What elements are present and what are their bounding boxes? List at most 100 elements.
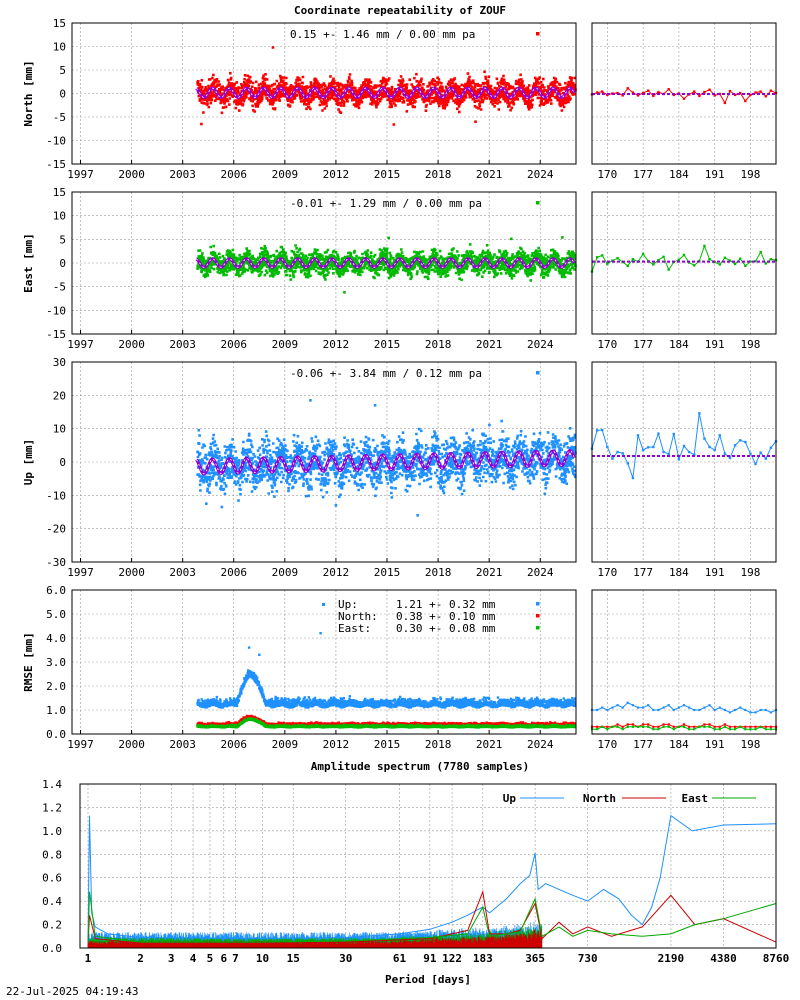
north-zoom-point (764, 95, 767, 98)
east-xtick-label: 2015 (374, 338, 401, 351)
rmse-zoom-east-point (708, 725, 711, 728)
rmse-ytick-label: 4.0 (46, 632, 66, 645)
rmse-ytick-label: 5.0 (46, 608, 66, 621)
up-ytick-label: 30 (53, 356, 66, 369)
up-xtick-label: 2006 (221, 566, 248, 579)
north-zoom-xtick-label: 184 (669, 168, 689, 181)
up-zoom-point (611, 457, 614, 460)
rmse-zoom-east-point (626, 725, 629, 728)
up-xtick-label: 2003 (169, 566, 196, 579)
north-panel: -15 -10 -5 0 5 10 15 1997 2000 2003 2006 2009 2012 20… (22, 17, 778, 181)
rmse-xtick-label: 2024 (527, 738, 554, 751)
east-zoom-point (718, 263, 721, 266)
up-zoom-xtick-label: 177 (633, 566, 653, 579)
east-xtick-label: 2012 (323, 338, 350, 351)
up-ytick-label: 0 (59, 456, 66, 469)
north-zoom-point (733, 93, 737, 97)
spectrum-ytick-label: 1.4 (42, 778, 62, 791)
north-xtick-label: 2015 (374, 168, 401, 181)
east-zoom-point (606, 262, 609, 266)
north-zoom-xtick-label: 198 (741, 168, 761, 181)
up-zoom-point (723, 452, 727, 455)
rmse-zoom-north-point (672, 725, 675, 728)
east-zoom-point (759, 250, 762, 254)
rmse-zoom-up-point (642, 706, 645, 709)
east-outlier-point (561, 236, 564, 239)
up-outlier-point (334, 504, 338, 507)
east-zoom-point (652, 263, 655, 266)
up-zoom-point (698, 412, 701, 415)
north-zoom-point (626, 87, 629, 90)
up-zoom-point (636, 434, 640, 437)
north-zoom-point (759, 90, 762, 93)
north-zoom-point (621, 94, 624, 97)
rmse-zoom-east-point (657, 728, 660, 731)
up-zoom-point (733, 444, 737, 447)
east-zoom-point (703, 244, 706, 248)
east-xtick-label: 2018 (425, 338, 452, 351)
spectrum-legend-label: Up (503, 792, 517, 805)
north-zoom-point (728, 89, 732, 93)
rmse-zoom-east-point (606, 728, 609, 731)
rmse-zoom-up-point (698, 708, 701, 712)
east-zoom-point (616, 257, 619, 260)
up-xtick-label: 2012 (323, 566, 350, 579)
up-ytick-label: 10 (53, 423, 66, 436)
rmse-up-outlier (247, 646, 251, 649)
rmse-xtick-label: 2021 (476, 738, 503, 751)
up-annotation: -0.06 +- 3.84 mm / 0.12 mm pa (290, 367, 482, 380)
rmse-zoom-up-point (688, 706, 691, 709)
east-zoom-point (744, 264, 747, 268)
rmse-zoom-up-point (672, 708, 675, 712)
north-ytick-label: 10 (53, 41, 66, 54)
rmse-legend-marker (536, 626, 540, 630)
north-ylabel: North [mm] (22, 60, 35, 126)
rmse-zoom-east-point (642, 725, 645, 728)
rmse-panel: 0.0 1.0 2.0 3.0 4.0 5.0 6.0 1997 2000 2003 2006 200… (22, 584, 778, 751)
north-zoom-point (703, 90, 706, 94)
rmse-zoom-xtick-label: 198 (741, 738, 761, 751)
rmse-zoom-up-point (626, 701, 629, 704)
rmse-zoom-up-point (718, 706, 721, 709)
east-panel: -15 -10 -5 0 5 10 15 1997 2000 2003 2006 2009 2012 20… (22, 186, 778, 351)
up-zoom-point (764, 457, 767, 460)
north-zoom-point (647, 89, 650, 92)
east-ylabel: East [mm] (22, 233, 35, 293)
rmse-zoom-east-point (739, 725, 742, 728)
north-model-curve-highlight (196, 87, 575, 98)
rmse-zoom-north-point (667, 723, 670, 726)
rmse-legend-value: 1.21 +- 0.32 mm (396, 598, 496, 611)
rmse-zoom-north-point (718, 725, 721, 728)
up-model-curve-highlight (195, 450, 575, 475)
north-zoom-xtick-label: 191 (705, 168, 725, 181)
rmse-zoom-north-point (749, 725, 752, 728)
up-zoom-point (677, 458, 681, 461)
rmse-ytick-label: 1.0 (46, 704, 66, 717)
spectrum-up-line (87, 814, 777, 943)
rmse-zoom-north-point (642, 723, 645, 726)
east-ytick-label: 10 (53, 210, 66, 223)
north-zoom-point (708, 88, 711, 91)
rmse-zoom-east-point (636, 725, 640, 728)
rmse-zoom-east-point (749, 728, 752, 731)
rmse-xtick-label: 2000 (118, 738, 145, 751)
spectrum-xtick-label: 5 (207, 952, 214, 965)
north-xtick-label: 1997 (67, 168, 94, 181)
rmse-zoom-up-point (749, 711, 752, 714)
spectrum-xtick-label: 122 (442, 952, 462, 965)
spectrum-ytick-label: 1.2 (42, 801, 62, 814)
figure-title: Coordinate repeatability of ZOUF (294, 4, 506, 17)
rmse-zoom-north-point (723, 723, 726, 726)
spectrum-xtick-label: 61 (393, 952, 407, 965)
rmse-zoom-up-point (601, 706, 604, 709)
up-zoom-point (606, 445, 609, 449)
east-zoom-point (733, 262, 737, 266)
up-zoom-point (667, 452, 670, 456)
up-zoom-point (713, 448, 716, 452)
east-zoom-frame (591, 191, 777, 335)
north-xtick-label: 2000 (118, 168, 145, 181)
up-zoom-point (754, 462, 757, 466)
up-zoom-point (652, 445, 655, 449)
rmse-zoom-up-point (677, 706, 680, 709)
up-zoom-point (703, 437, 706, 440)
